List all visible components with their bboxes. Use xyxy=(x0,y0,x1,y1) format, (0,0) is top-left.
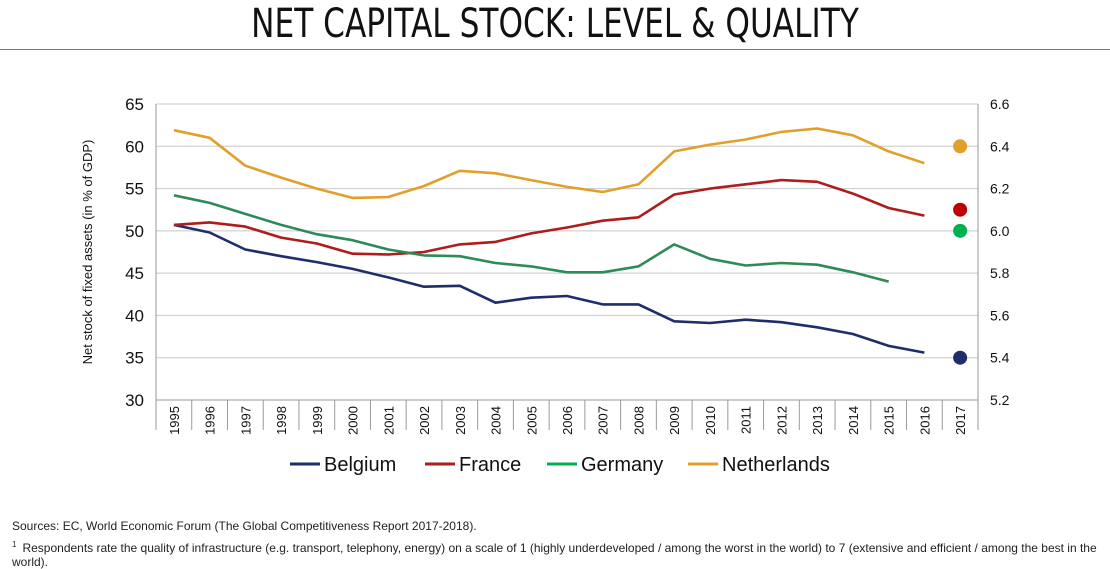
quality-marker-germany xyxy=(953,223,968,238)
x-tick-label: 2010 xyxy=(703,406,718,435)
x-tick-label: 2004 xyxy=(489,406,504,435)
y-tick-label: 30 xyxy=(125,391,144,410)
sources-note: Sources: EC, World Economic Forum (The G… xyxy=(12,519,477,533)
x-tick-label: 2003 xyxy=(453,406,468,435)
x-tick-label: 2012 xyxy=(774,406,789,435)
x-tick-label: 2009 xyxy=(667,406,682,435)
legend-label: Germany xyxy=(581,454,663,476)
y2-tick-label: 5.8 xyxy=(990,265,1010,281)
y-tick-label: 40 xyxy=(125,306,144,325)
y2-tick-label: 5.4 xyxy=(990,350,1010,366)
x-tick-label: 2015 xyxy=(882,406,897,435)
x-tick-label: 2000 xyxy=(346,406,361,435)
quality-marker-netherlands xyxy=(953,139,968,154)
y2-tick-label: 6.6 xyxy=(990,96,1010,112)
legend-label: Netherlands xyxy=(722,454,830,476)
y2-tick-label: 5.6 xyxy=(990,307,1010,323)
x-tick-label: 2014 xyxy=(846,406,861,435)
x-tick-label: 2002 xyxy=(417,406,432,435)
x-tick-label: 2011 xyxy=(739,406,754,434)
y-tick-label: 35 xyxy=(125,349,144,368)
y-tick-label: 50 xyxy=(125,222,144,241)
x-tick-label: 2007 xyxy=(596,406,611,435)
x-tick-label: 2006 xyxy=(560,406,575,435)
x-tick-label: 2013 xyxy=(810,406,825,435)
y-tick-label: 65 xyxy=(125,95,144,114)
x-tick-label: 1999 xyxy=(310,406,325,435)
y-tick-label: 55 xyxy=(125,180,144,199)
y-axis-title: Net stock of fixed assets (in % of GDP) xyxy=(80,140,95,365)
footnote: 1 Respondents rate the quality of infrast… xyxy=(12,540,1110,569)
y2-tick-label: 6.0 xyxy=(990,223,1010,239)
quality-markers xyxy=(953,139,968,365)
page-title: NET CAPITAL STOCK: LEVEL & QUALITY xyxy=(251,1,859,47)
x-tick-label: 1996 xyxy=(203,406,218,435)
x-tick-label: 2016 xyxy=(917,406,932,435)
y2-tick-label: 6.4 xyxy=(990,138,1010,154)
y-tick-label: 45 xyxy=(125,264,144,283)
x-tick-label: 1998 xyxy=(274,406,289,435)
footnote-mark: 1 xyxy=(12,540,17,549)
series-line-germany xyxy=(173,194,890,283)
line-chart: 30 35 40 45 50 55 60 65 5.2 5.4 5.6 5.8 6.0 6.2 6.4 6.6… xyxy=(80,95,1010,476)
series-line-netherlands xyxy=(173,127,925,200)
footnote-text: Respondents rate the quality of infrastr… xyxy=(12,541,1097,569)
series-line-belgium xyxy=(173,223,925,354)
legend-label: France xyxy=(459,454,521,476)
quality-marker-belgium xyxy=(953,350,968,365)
legend-label: Belgium xyxy=(324,454,396,476)
x-tick-label: 1995 xyxy=(167,406,182,435)
x-tick-label: 2017 xyxy=(953,406,968,435)
y2-tick-label: 5.2 xyxy=(990,392,1010,408)
y2-tick-label: 6.2 xyxy=(990,181,1010,197)
series-lines xyxy=(173,127,925,354)
legend: Belgium France Germany Netherlands xyxy=(290,454,830,476)
x-tick-label: 2008 xyxy=(631,406,646,435)
x-tick-label: 2001 xyxy=(381,406,396,435)
quality-marker-france xyxy=(953,202,968,217)
x-tick-label: 1997 xyxy=(238,406,253,435)
y-tick-label: 60 xyxy=(125,137,144,156)
gridlines xyxy=(156,103,978,401)
axes: 30 35 40 45 50 55 60 65 5.2 5.4 5.6 5.8 6.0 6.2 6.4 6.6… xyxy=(80,95,1010,435)
series-line-france xyxy=(173,178,925,256)
title-divider xyxy=(0,49,1110,50)
x-tick-label: 2005 xyxy=(524,406,539,435)
